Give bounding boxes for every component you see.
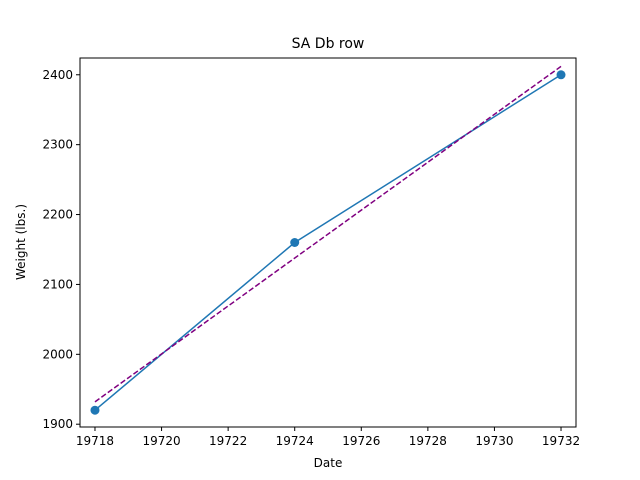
y-tick-label: 2200 [42,208,73,222]
y-axis-label: Weight (lbs.) [14,204,28,280]
data-point [290,238,300,247]
x-tick-label: 19720 [142,434,180,448]
x-tick-label: 19724 [276,434,314,448]
data-point [90,405,100,415]
x-tick-label: 19718 [76,434,114,448]
x-axis: 19718 19720 19722 19724 19726 19728 19730 19732 [76,427,580,448]
y-tick-label: 1900 [42,417,73,431]
x-tick-label: 19722 [209,434,247,448]
y-tick-label: 2000 [42,347,73,361]
plot-area [90,65,566,415]
y-tick-label: 2100 [42,277,73,291]
series-line [94,74,562,411]
y-tick-label: 2300 [42,138,73,152]
y-tick-label: 2400 [42,68,73,82]
data-point [556,70,566,80]
y-axis: 1900 2000 2100 2200 2300 2400 [42,68,80,431]
x-tick-label: 19732 [542,434,580,448]
x-tick-label: 19730 [475,434,513,448]
trendline [94,65,562,403]
x-axis-label: Date [314,456,343,470]
x-tick-label: 19726 [342,434,380,448]
chart-title: SA Db row [292,36,365,52]
axes-frame [79,57,577,428]
x-tick-label: 19728 [409,434,447,448]
